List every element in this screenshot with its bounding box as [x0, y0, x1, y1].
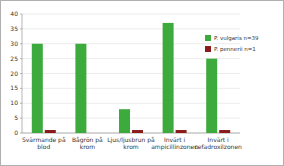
- legend-swatch: [205, 35, 211, 41]
- y-tick-label: 20: [10, 70, 18, 77]
- y-tick-label: 15: [10, 84, 18, 91]
- chart-container: 0 5 10 15 20 25 30 35 40 Svärmande påblod Bågrön p…: [0, 0, 284, 166]
- bar: [45, 130, 56, 133]
- grid-line: [22, 14, 240, 15]
- bar: [32, 44, 43, 133]
- chart: 0 5 10 15 20 25 30 35 40 Svärmande påblod Bågrön p…: [0, 0, 284, 166]
- y-tick-label: 10: [10, 99, 18, 106]
- bar: [88, 133, 99, 134]
- y-tick-label: 25: [10, 55, 18, 62]
- legend-label: P. vulgaris n=39: [214, 35, 259, 42]
- bars: [32, 23, 230, 133]
- y-axis: [22, 14, 23, 133]
- legend-label: P. pennerii n=1: [214, 46, 256, 53]
- bar: [119, 109, 130, 133]
- bar: [163, 23, 174, 133]
- grid-line: [22, 43, 240, 44]
- bar: [176, 130, 187, 133]
- x-tick-label: Ljus/ljusbrun påkrom: [107, 136, 155, 150]
- bar: [206, 59, 217, 133]
- x-tick-label: Invärt icefadroxilzonen: [194, 136, 242, 150]
- y-tick-label: 35: [10, 25, 18, 32]
- legend-swatch: [205, 46, 211, 52]
- bar: [75, 44, 86, 133]
- bar: [132, 130, 143, 133]
- grid-line: [22, 28, 240, 29]
- x-tick-label: Bågrön påkrom: [72, 136, 103, 150]
- y-tick-label: 30: [10, 40, 18, 47]
- x-tick-label: Invärt iampicillinzonen: [151, 136, 198, 151]
- frame: [1, 1, 284, 166]
- y-tick-label: 40: [10, 10, 18, 17]
- y-tick-label: 5: [14, 114, 18, 121]
- y-tick-label: 0: [14, 129, 18, 136]
- x-tick-label: Svärmande påblod: [22, 136, 66, 150]
- bar: [219, 130, 230, 133]
